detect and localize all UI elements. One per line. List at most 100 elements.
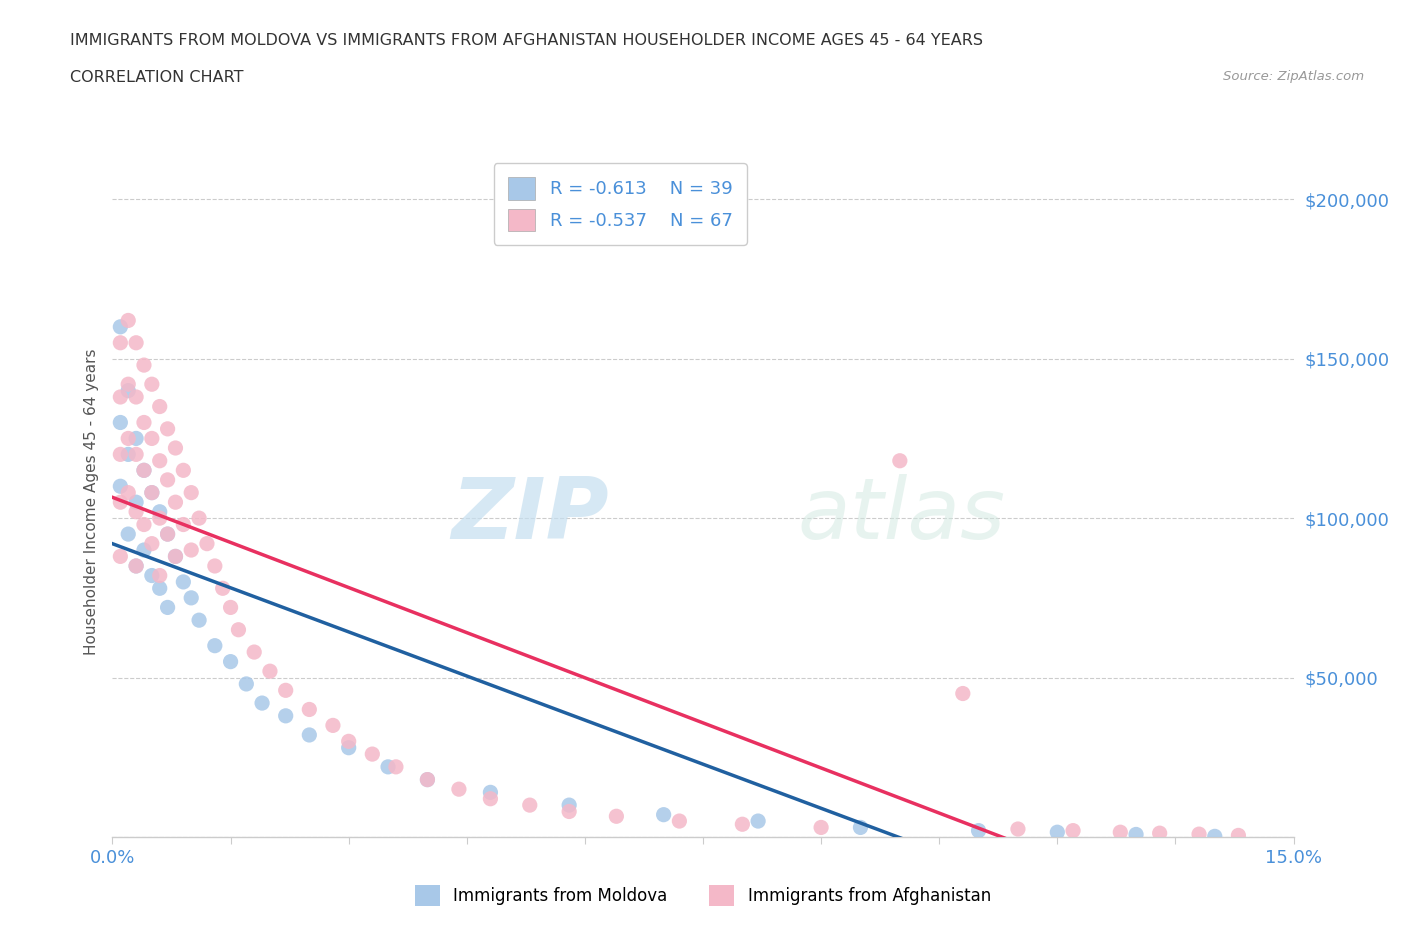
Point [180,485,202,500]
Point [1125,827,1147,842]
Point [149,399,172,414]
Text: CORRELATION CHART: CORRELATION CHART [70,70,243,85]
Point [125,559,148,574]
Point [125,390,148,405]
Point [156,526,179,541]
Point [141,485,163,500]
Point [298,727,321,742]
Text: Source: ZipAtlas.com: Source: ZipAtlas.com [1223,70,1364,83]
Point [180,542,202,557]
Point [204,638,226,653]
Point [156,472,179,487]
Point [180,591,202,605]
Point [250,696,273,711]
Point [479,791,502,806]
Point [149,581,172,596]
Point [1188,827,1211,842]
Point [149,453,172,468]
Point [117,377,139,392]
Point [165,549,187,564]
Point [1046,825,1069,840]
Point [125,431,148,445]
Point [274,709,297,724]
Text: atlas: atlas [797,474,1005,557]
Point [337,734,360,749]
Point [110,415,132,430]
Point [117,383,139,398]
Point [195,537,218,551]
Point [132,542,155,557]
Point [165,441,187,456]
Point [243,644,266,659]
Point [141,568,163,583]
Point [731,817,754,831]
Point [172,517,194,532]
Point [204,559,226,574]
Point [110,549,132,564]
Point [132,463,155,478]
Point [141,431,163,445]
Point [652,807,675,822]
Point [1227,828,1250,843]
Point [141,377,163,392]
Point [141,485,163,500]
Point [141,537,163,551]
Point [125,336,148,351]
Point [952,686,974,701]
Point [156,421,179,436]
Text: IMMIGRANTS FROM MOLDOVA VS IMMIGRANTS FROM AFGHANISTAN HOUSEHOLDER INCOME AGES 4: IMMIGRANTS FROM MOLDOVA VS IMMIGRANTS FR… [70,33,983,47]
Point [889,453,911,468]
Point [110,447,132,462]
Point [668,814,690,829]
Point [110,336,132,351]
Point [172,463,194,478]
Point [132,463,155,478]
Point [132,517,155,532]
Point [849,820,872,835]
Point [1109,825,1132,840]
Point [385,760,408,775]
Point [274,683,297,698]
Point [149,568,172,583]
Point [165,495,187,510]
Point [337,740,360,755]
Point [110,479,132,494]
Point [479,785,502,800]
Point [110,319,132,334]
Point [125,447,148,462]
Point [259,664,281,679]
Point [747,814,769,829]
Point [172,575,194,590]
Text: ZIP: ZIP [451,474,609,557]
Point [110,390,132,405]
Point [156,600,179,615]
Point [235,676,257,691]
Point [125,559,148,574]
Point [558,798,581,813]
Point [810,820,832,835]
Point [188,511,211,525]
Point [211,581,233,596]
Point [132,358,155,373]
Point [447,782,470,797]
Point [1204,829,1226,844]
Point [117,485,139,500]
Point [117,431,139,445]
Point [149,504,172,519]
Point [1062,823,1084,838]
Point [219,600,242,615]
Point [165,549,187,564]
Point [156,526,179,541]
Point [322,718,344,733]
Point [110,495,132,510]
Point [132,415,155,430]
Point [558,804,581,819]
Point [967,823,990,838]
Point [1007,821,1029,836]
Point [377,760,399,775]
Point [416,772,439,787]
Point [519,798,541,813]
Point [125,504,148,519]
Point [361,747,384,762]
Point [219,654,242,669]
